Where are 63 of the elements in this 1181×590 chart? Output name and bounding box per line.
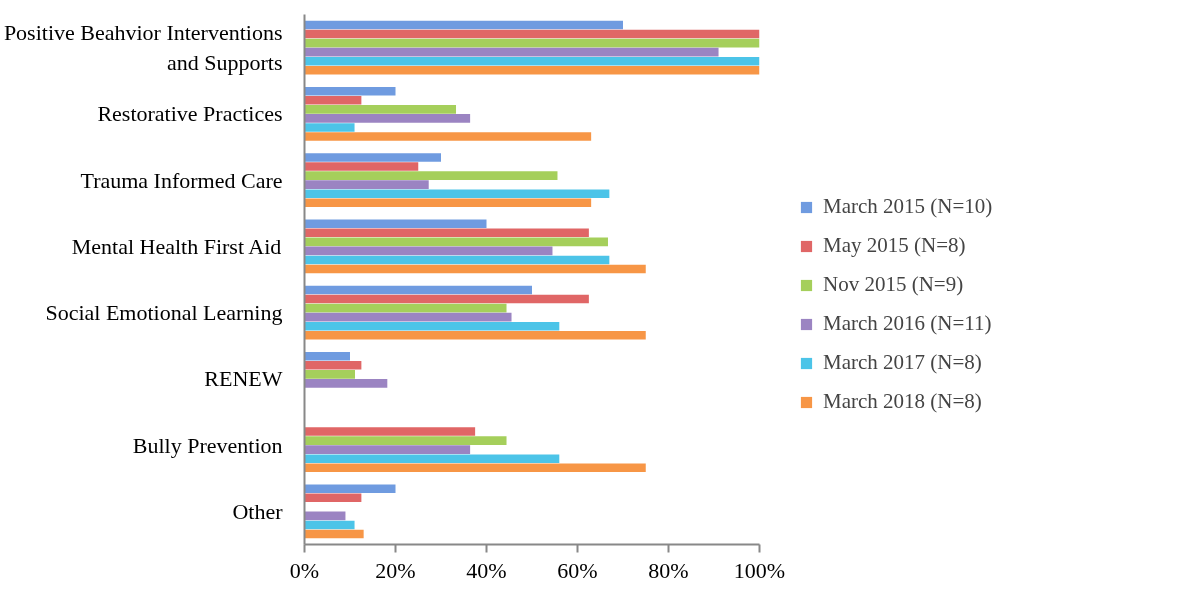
bar: [304, 162, 419, 171]
legend-label: May 2015 (N=8): [823, 233, 966, 258]
bar: [304, 529, 364, 539]
bar: [304, 360, 362, 370]
x-tick-label: 80%: [648, 557, 689, 583]
x-tick-label: 60%: [557, 557, 598, 583]
legend-label: March 2017 (N=8): [823, 350, 982, 375]
x-tick-label: 40%: [466, 557, 507, 583]
y-tick-label: Mental Health First Aid: [71, 233, 282, 259]
bar: [304, 132, 592, 141]
bar: [304, 493, 362, 503]
bar: [304, 255, 610, 265]
bar: [304, 370, 356, 379]
y-tick-label: Social Emotional Learning: [45, 300, 283, 326]
bar: [304, 20, 623, 30]
bar: [304, 436, 507, 445]
y-tick-label: Restorative Practices: [97, 101, 283, 127]
bar: [304, 303, 507, 313]
legend-label: March 2018 (N=8): [823, 389, 982, 414]
bar: [304, 463, 646, 473]
x-tick-label: 100%: [733, 557, 786, 583]
bar: [304, 484, 396, 494]
legend-label: March 2015 (N=10): [823, 194, 993, 219]
y-tick-label: RENEW: [204, 366, 283, 392]
bar: [304, 171, 558, 180]
bar: [304, 246, 553, 256]
bar: [304, 47, 719, 57]
bar: [304, 427, 476, 436]
bar: [304, 38, 760, 48]
bar: [304, 114, 471, 123]
bar: [304, 65, 760, 75]
bar: [304, 105, 457, 114]
bar: [304, 180, 429, 189]
bar: [304, 95, 362, 105]
bar: [304, 153, 441, 162]
x-tick-label: 0%: [289, 557, 320, 583]
y-tick-label: Bully Prevention: [132, 432, 283, 458]
legend-label: Nov 2015 (N=9): [823, 272, 964, 297]
bar: [304, 321, 560, 331]
bar: [304, 264, 646, 274]
x-tick-label: 20%: [375, 557, 416, 583]
bar: [304, 237, 608, 247]
bar: [304, 123, 355, 132]
y-tick-label: Trauma Informed Care: [80, 167, 283, 193]
bar: [304, 294, 589, 304]
bar: [304, 189, 610, 199]
y-tick-label: Positive Beahvior Interventions and Supports: [3, 20, 283, 76]
bar: [304, 228, 589, 238]
bar: [304, 29, 760, 39]
bar: [304, 285, 532, 295]
bar: [304, 198, 592, 208]
y-tick-label: Other: [232, 498, 284, 524]
bar: [304, 86, 396, 96]
bar: [304, 379, 388, 388]
bar: [304, 219, 487, 229]
bar: [304, 312, 512, 322]
bar: [304, 445, 471, 454]
bar: [304, 56, 760, 66]
bar: [304, 330, 646, 340]
legend-label: March 2016 (N=11): [823, 311, 992, 336]
bar: [304, 520, 355, 530]
bar: [304, 454, 560, 464]
bar: [304, 351, 350, 361]
